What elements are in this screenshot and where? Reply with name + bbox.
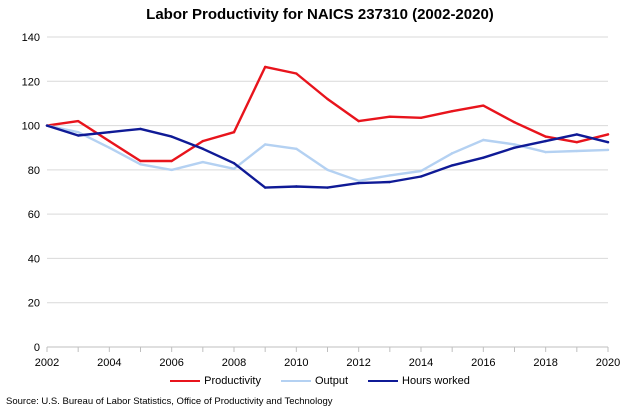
data-point-hours-worked-2014 <box>419 175 423 178</box>
data-point-output-2008 <box>232 167 236 170</box>
data-point-hours-worked-2017 <box>513 146 516 149</box>
legend-label-hours-worked: Hours worked <box>402 375 470 387</box>
data-point-hours-worked-2002 <box>45 124 49 127</box>
x-tick-label: 2016 <box>471 357 495 369</box>
data-point-hours-worked-2005 <box>139 127 142 131</box>
legend-label-output: Output <box>314 375 349 387</box>
data-point-output-2003 <box>76 131 80 134</box>
x-tick-label: 2008 <box>222 357 246 369</box>
x-tick-label: 2020 <box>596 357 620 369</box>
data-point-productivity-2009 <box>263 65 267 69</box>
y-tick-label: 80 <box>28 165 40 177</box>
data-point-productivity-2012 <box>357 119 360 123</box>
data-point-productivity-2018 <box>544 135 547 138</box>
data-point-output-2009 <box>263 143 267 146</box>
y-tick-label: 120 <box>22 76 40 88</box>
data-point-output-2014 <box>419 169 423 173</box>
series-line-output <box>45 124 610 183</box>
data-point-productivity-2019 <box>575 140 579 144</box>
data-point-hours-worked-2016 <box>482 156 485 159</box>
data-point-hours-worked-2008 <box>232 162 236 165</box>
data-point-output-2013 <box>388 174 392 177</box>
data-point-productivity-2007 <box>201 139 205 143</box>
series-hours-worked <box>45 124 610 189</box>
series-line-hours-worked <box>45 124 610 189</box>
legend-item-output: Output <box>280 375 349 387</box>
y-tick-label: 20 <box>28 298 40 310</box>
data-point-output-2020 <box>606 148 610 152</box>
y-tick-label: 60 <box>28 209 40 221</box>
data-point-output-2006 <box>170 168 173 172</box>
legend-label-productivity: Productivity <box>204 375 261 387</box>
x-tick-label: 2014 <box>409 357 433 369</box>
data-point-hours-worked-2015 <box>450 164 454 167</box>
data-point-productivity-2004 <box>108 139 111 143</box>
data-point-hours-worked-2018 <box>544 139 547 143</box>
series-productivity <box>45 65 610 163</box>
data-point-output-2011 <box>326 168 329 172</box>
x-tick-label: 2010 <box>284 357 308 369</box>
source-note: Source: U.S. Bureau of Labor Statistics,… <box>6 396 333 407</box>
data-point-productivity-2017 <box>513 121 516 124</box>
data-point-output-2012 <box>357 179 360 183</box>
data-point-output-2010 <box>295 147 298 151</box>
x-tick-label: 2012 <box>346 357 370 369</box>
data-point-productivity-2008 <box>232 131 236 134</box>
x-tick-label: 2004 <box>97 357 121 369</box>
data-point-productivity-2006 <box>170 159 173 163</box>
data-point-output-2015 <box>450 152 454 155</box>
legend-swatch-output <box>280 379 311 383</box>
x-tick-label: 2018 <box>533 357 557 369</box>
y-tick-label: 140 <box>22 32 40 44</box>
y-tick-label: 40 <box>28 253 40 265</box>
data-point-productivity-2013 <box>388 115 392 118</box>
legend-item-productivity: Productivity <box>170 375 261 387</box>
data-point-hours-worked-2006 <box>170 135 173 138</box>
data-point-hours-worked-2004 <box>108 131 111 134</box>
data-point-productivity-2015 <box>450 109 454 113</box>
data-point-output-2007 <box>201 160 205 164</box>
data-point-productivity-2003 <box>76 119 80 123</box>
data-point-hours-worked-2013 <box>388 180 392 184</box>
chart-title: Labor Productivity for NAICS 237310 (200… <box>146 6 494 23</box>
legend: Productivity Output Hours worked <box>0 375 640 387</box>
legend-swatch-hours-worked <box>368 379 399 383</box>
data-point-output-2018 <box>544 150 547 154</box>
data-point-hours-worked-2019 <box>575 133 579 136</box>
x-tick-label: 2002 <box>35 357 59 369</box>
data-point-hours-worked-2003 <box>76 134 80 137</box>
data-point-output-2016 <box>482 138 485 142</box>
legend-swatch-productivity <box>170 379 201 383</box>
data-point-productivity-2010 <box>295 72 298 75</box>
legend-item-hours-worked: Hours worked <box>368 375 470 387</box>
data-point-productivity-2011 <box>326 97 329 101</box>
data-point-output-2019 <box>575 149 579 153</box>
data-point-output-2005 <box>139 163 142 166</box>
data-point-hours-worked-2010 <box>295 185 298 188</box>
data-point-hours-worked-2012 <box>357 181 360 185</box>
data-point-output-2017 <box>513 143 516 146</box>
y-tick-label: 0 <box>34 342 40 354</box>
data-point-hours-worked-2007 <box>201 147 205 151</box>
series-output <box>45 124 610 183</box>
data-point-productivity-2016 <box>482 104 485 107</box>
data-point-hours-worked-2020 <box>606 140 610 144</box>
data-point-productivity-2020 <box>606 133 610 136</box>
data-point-hours-worked-2011 <box>326 186 329 189</box>
data-point-hours-worked-2009 <box>263 186 267 189</box>
data-point-productivity-2014 <box>419 116 423 120</box>
y-tick-label: 100 <box>22 121 40 133</box>
data-point-output-2004 <box>108 146 111 149</box>
data-point-productivity-2005 <box>139 159 142 163</box>
x-tick-label: 2006 <box>159 357 183 369</box>
